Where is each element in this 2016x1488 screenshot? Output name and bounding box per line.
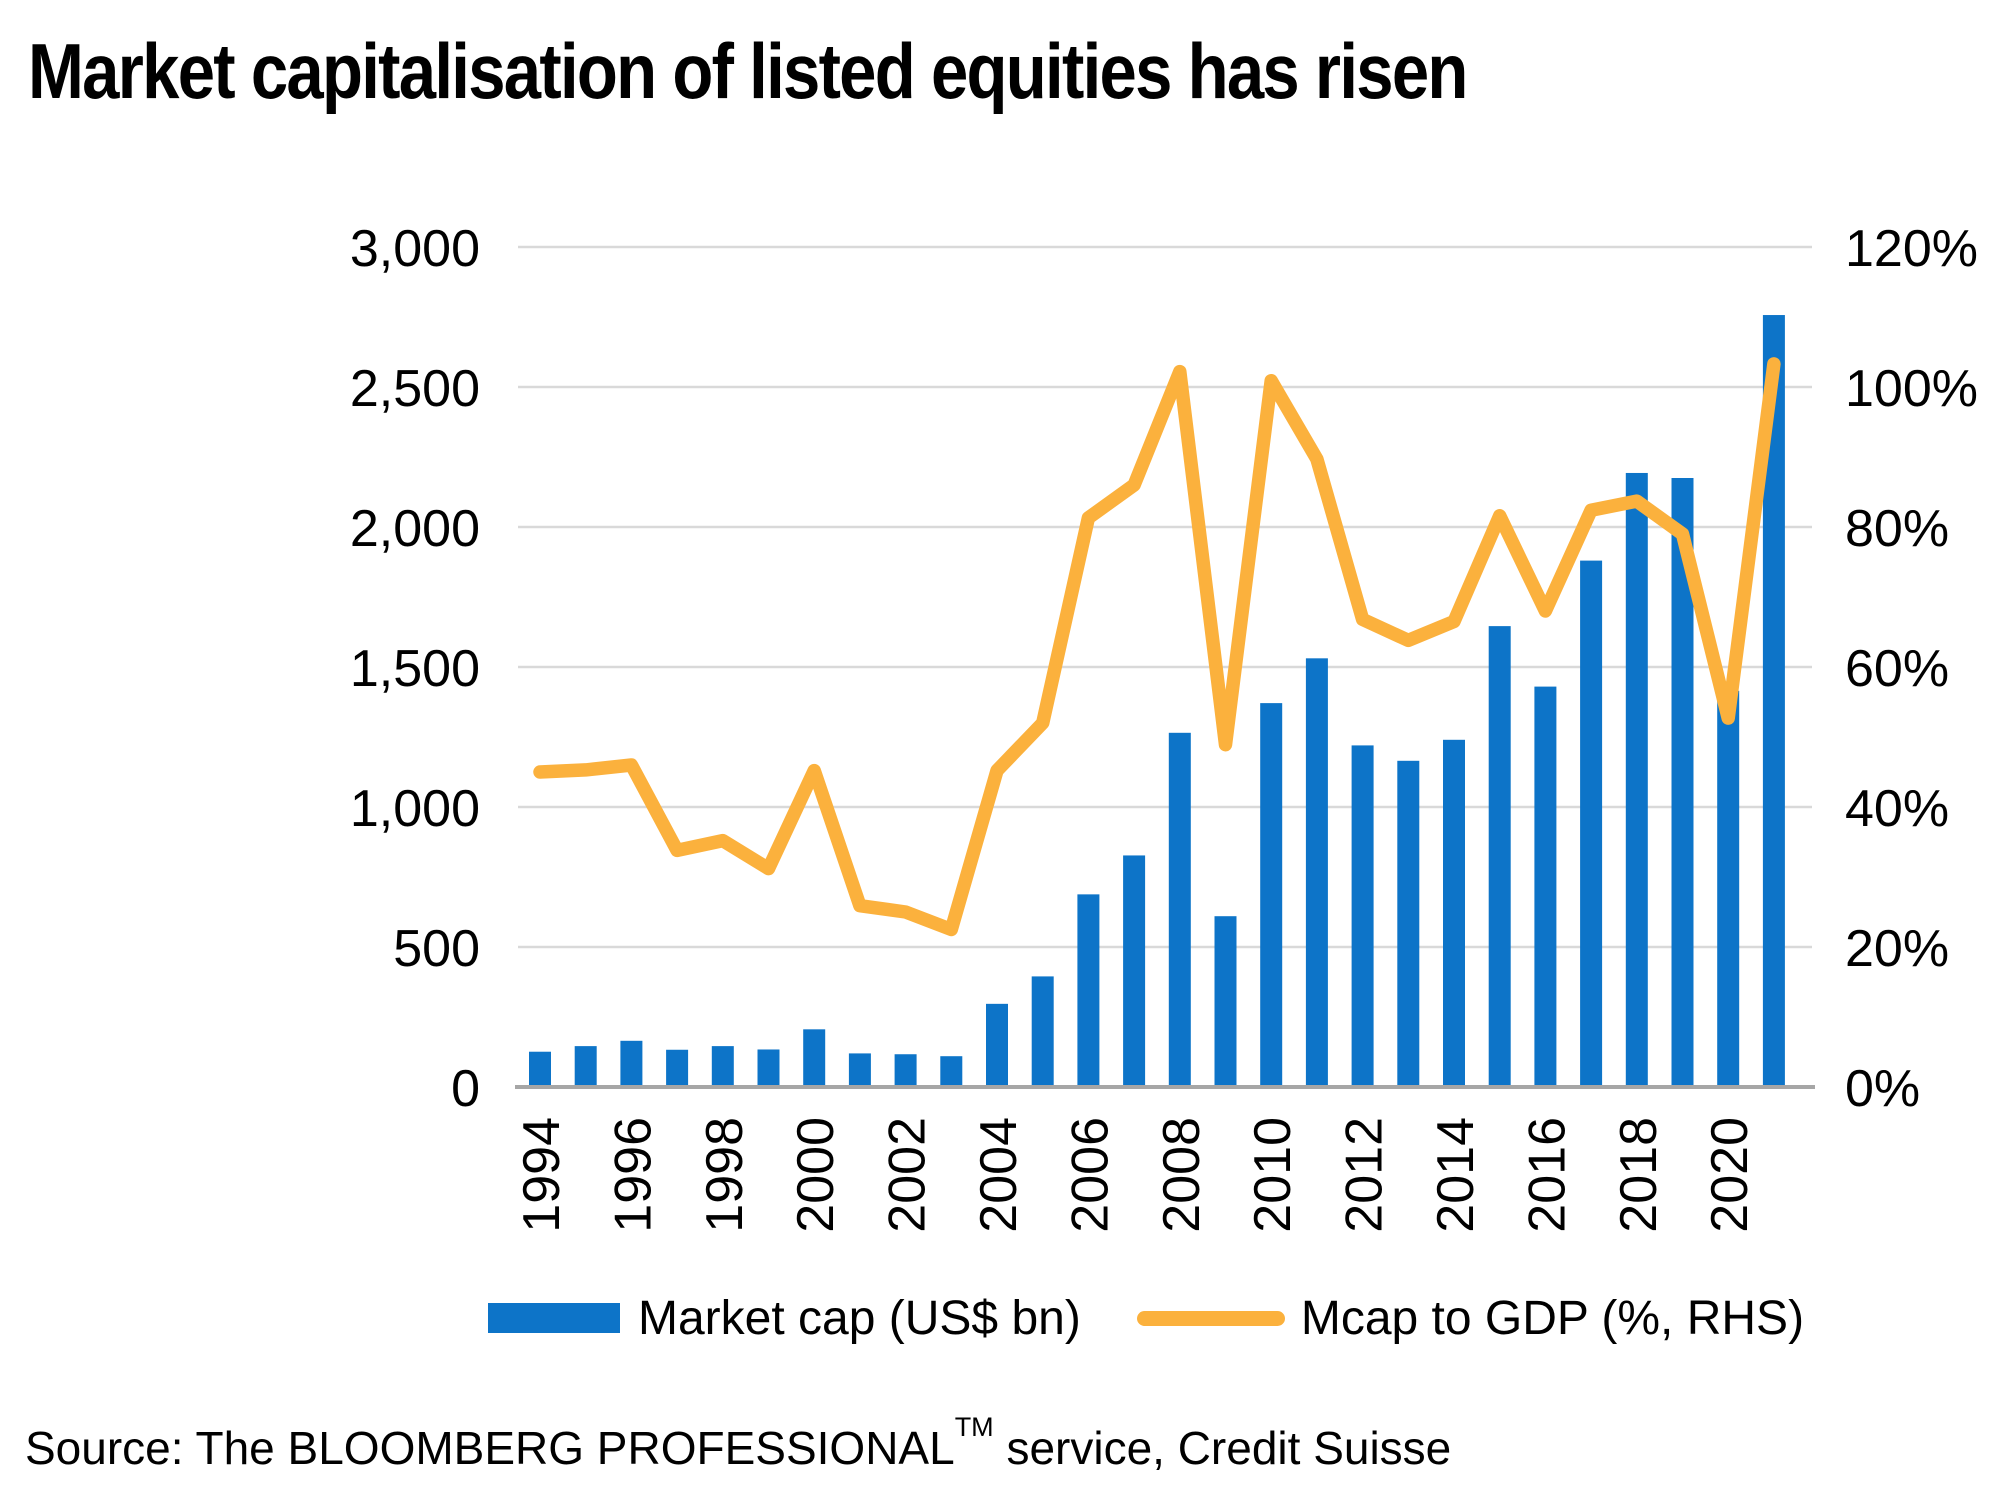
legend-gdp-label: Mcap to GDP (%, RHS) [1300, 1291, 1805, 1345]
bar-2005 [1031, 976, 1054, 1087]
left-axis-tick-1,000: 1,000 [350, 780, 480, 838]
right-axis-tick-100%: 100% [1845, 360, 1978, 418]
bar-2011 [1305, 658, 1328, 1087]
bar-2008 [1168, 732, 1191, 1087]
legend-gdp-line-swatch [1136, 1310, 1285, 1326]
bar-2018 [1625, 472, 1648, 1088]
left-axis-tick-2,500: 2,500 [350, 360, 480, 418]
bar-2015 [1488, 626, 1511, 1087]
x-axis-tick-1998: 1998 [696, 1117, 754, 1233]
x-axis-tick-2006: 2006 [1061, 1117, 1119, 1233]
bar-2000 [803, 1029, 826, 1087]
x-axis-tick-2018: 2018 [1610, 1117, 1668, 1233]
bar-2013 [1397, 760, 1420, 1087]
legend-marketcap-label: Market cap (US$ bn) [638, 1291, 1081, 1345]
x-axis-tick-2004: 2004 [970, 1117, 1028, 1233]
left-axis-tick-2,000: 2,000 [350, 500, 480, 558]
bar-2019 [1671, 478, 1694, 1087]
x-axis-tick-2020: 2020 [1701, 1117, 1759, 1233]
bar-2002 [894, 1054, 917, 1087]
x-axis-tick-2008: 2008 [1153, 1117, 1211, 1233]
bar-2004 [986, 1003, 1008, 1087]
right-axis-tick-60%: 60% [1845, 640, 1949, 698]
right-axis-tick-0%: 0% [1845, 1060, 1920, 1118]
x-axis-tick-2010: 2010 [1244, 1117, 1302, 1233]
source-trademark: TM [954, 1412, 994, 1442]
source-note: Source: The BLOOMBERG PROFESSIONALTM ser… [25, 1412, 1451, 1475]
bar-2012 [1351, 745, 1374, 1087]
bar-1998 [711, 1046, 734, 1087]
x-axis-tick-2016: 2016 [1518, 1117, 1576, 1233]
right-axis-tick-20%: 20% [1845, 920, 1949, 978]
source-suffix: service, Credit Suisse [993, 1422, 1452, 1474]
legend-marketcap-swatch [488, 1303, 620, 1333]
x-axis-tick-2012: 2012 [1336, 1117, 1394, 1233]
x-axis-tick-1996: 1996 [604, 1117, 662, 1233]
bar-1994 [529, 1051, 551, 1087]
right-axis-tick-80%: 80% [1845, 500, 1949, 558]
gdp-line [533, 357, 1781, 937]
bar-2010 [1260, 703, 1283, 1087]
bar-2003 [940, 1056, 963, 1087]
bar-1999 [757, 1049, 780, 1087]
bar-2017 [1580, 560, 1603, 1087]
bar-2020 [1717, 690, 1740, 1087]
bar-2006 [1077, 894, 1100, 1087]
bar-2001 [848, 1053, 871, 1087]
bar-1997 [666, 1049, 689, 1087]
chart-title: Market capitalisation of listed equities… [28, 27, 1468, 115]
left-axis-tick-500: 500 [393, 920, 480, 978]
x-axis-tick-2014: 2014 [1427, 1117, 1485, 1233]
chart-plot: 0 500 1,000 1,500 2,000 2,500 3,000 0% 20% 40% 60%… [350, 220, 1978, 1233]
bar-2014 [1443, 739, 1465, 1087]
left-axis-tick-0: 0 [451, 1060, 480, 1118]
bar-1995 [574, 1046, 597, 1087]
left-axis-tick-3,000: 3,000 [350, 220, 480, 278]
legend: Market cap (US$ bn) Mcap to GDP (%, RHS) [488, 1292, 1804, 1345]
source-prefix: Source: The BLOOMBERG PROFESSIONAL [25, 1422, 955, 1474]
bar-1996 [620, 1040, 643, 1087]
x-axis-tick-2002: 2002 [879, 1117, 937, 1233]
bar-2007 [1123, 855, 1146, 1087]
x-axis-tick-2000: 2000 [787, 1117, 845, 1233]
right-axis-tick-120%: 120% [1845, 220, 1978, 278]
right-axis-tick-40%: 40% [1845, 780, 1949, 838]
bar-2016 [1534, 686, 1557, 1087]
x-axis-tick-1994: 1994 [513, 1117, 571, 1233]
bar-2009 [1214, 916, 1237, 1087]
left-axis-tick-1,500: 1,500 [350, 640, 480, 698]
bar-2021 [1762, 315, 1785, 1087]
